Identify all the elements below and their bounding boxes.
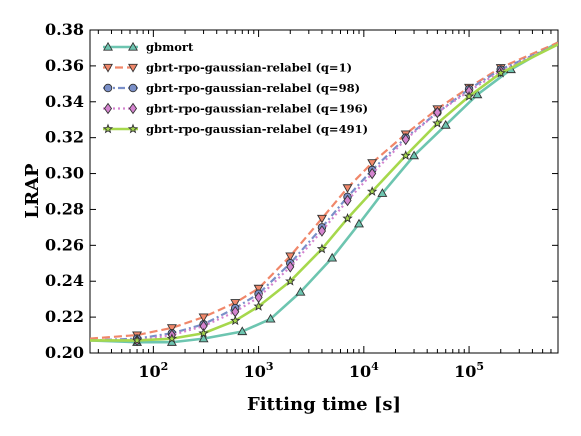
- legend-marker: [127, 123, 139, 134]
- data-point: [400, 150, 411, 161]
- x-axis-title: Fitting time [s]: [247, 394, 401, 415]
- data-point: [285, 252, 296, 262]
- data-point: [253, 284, 264, 294]
- y-tick-label: 0.36: [45, 56, 84, 75]
- data-point: [495, 67, 506, 78]
- data-point: [432, 117, 443, 128]
- legend-label: gbrt-rpo-gaussian-relabel (q=196): [146, 102, 368, 116]
- data-point: [230, 299, 241, 308]
- series-layer: [90, 41, 558, 347]
- y-tick-label: 0.28: [45, 199, 84, 218]
- data-point: [327, 252, 338, 262]
- data-point: [286, 261, 295, 273]
- series-line: [90, 43, 558, 342]
- plot-frame: [89, 29, 559, 354]
- data-point: [342, 212, 353, 223]
- y-tick-label: 0.34: [45, 92, 84, 111]
- data-point: [409, 150, 420, 160]
- legend-label: gbrt-rpo-gaussian-relabel (q=491): [146, 122, 368, 136]
- legend-marker: [128, 41, 138, 51]
- data-point: [367, 159, 378, 168]
- data-point: [342, 184, 353, 194]
- data-point: [316, 214, 327, 224]
- data-point: [285, 275, 296, 286]
- data-point: [166, 324, 177, 333]
- x-tick-label: 103: [244, 360, 274, 381]
- data-point: [433, 106, 442, 119]
- y-tick-label: 0.38: [45, 20, 84, 39]
- data-point: [343, 194, 352, 207]
- legend-item: gbrt-rpo-gaussian-relabel (q=196): [103, 102, 368, 116]
- data-point: [166, 333, 178, 344]
- series-5: [90, 43, 558, 345]
- data-point: [131, 334, 143, 345]
- data-point: [317, 225, 327, 237]
- data-point: [253, 300, 264, 311]
- data-point: [198, 327, 209, 338]
- y-tick-label: 0.32: [45, 128, 84, 147]
- data-point: [198, 313, 209, 323]
- legend-label: gbrt-rpo-gaussian-relabel (q=98): [146, 81, 360, 95]
- data-point: [198, 333, 209, 343]
- series-line: [90, 41, 558, 340]
- legend-label: gbrt-rpo-gaussian-relabel (q=1): [146, 61, 352, 75]
- data-point: [401, 133, 410, 146]
- tick-layer: 0.20 0.22 0.24 0.26 0.28 0.30 0.32 0.34 0.36 0.38…: [45, 20, 559, 381]
- legend-marker: [103, 83, 113, 93]
- y-tick-label: 0.24: [45, 271, 84, 290]
- legend-marker: [128, 63, 138, 73]
- series-1: [90, 41, 558, 346]
- data-point: [316, 243, 328, 254]
- data-point: [377, 188, 388, 197]
- data-point: [237, 326, 248, 336]
- data-point: [354, 218, 364, 228]
- legend-marker: [128, 83, 138, 93]
- x-tick-label: 105: [454, 360, 484, 381]
- legend-marker: [103, 102, 113, 115]
- legend-marker: [103, 41, 113, 51]
- data-point: [295, 286, 306, 296]
- data-point: [265, 313, 276, 323]
- legend-marker: [103, 63, 113, 73]
- data-point: [472, 89, 483, 99]
- legend-item: gbmort: [103, 40, 194, 54]
- legend-item: gbrt-rpo-gaussian-relabel (q=98): [103, 81, 360, 95]
- y-tick-label: 0.26: [45, 235, 84, 254]
- data-point: [440, 119, 451, 129]
- y-axis-title: LRAP: [22, 163, 43, 219]
- y-tick-label: 0.22: [45, 307, 84, 326]
- legend-label: gbmort: [146, 40, 194, 54]
- x-tick-label: 104: [349, 360, 379, 381]
- legend-marker: [128, 102, 138, 115]
- y-tick-label: 0.30: [45, 164, 84, 183]
- y-tick-label: 0.20: [45, 343, 84, 362]
- legend: gbmort gbrt-rpo-gaussian-relabel (q=1) gbr…: [102, 40, 368, 136]
- legend-item: gbrt-rpo-gaussian-relabel (q=491): [102, 122, 368, 136]
- legend-marker: [102, 123, 114, 134]
- data-point: [366, 186, 378, 196]
- legend-item: gbrt-rpo-gaussian-relabel (q=1): [103, 61, 352, 75]
- data-point: [463, 90, 475, 101]
- data-point: [368, 167, 377, 180]
- data-point: [230, 315, 241, 326]
- x-tick-label: 102: [138, 360, 168, 381]
